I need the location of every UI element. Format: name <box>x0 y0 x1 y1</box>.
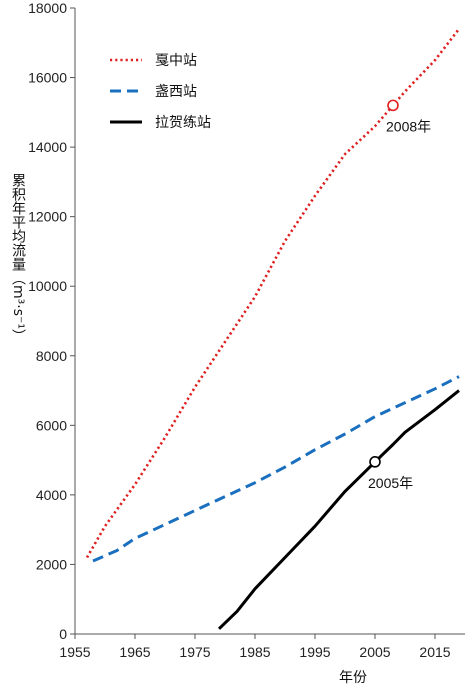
x-tick-label: 1965 <box>119 644 150 660</box>
y-tick-label: 12000 <box>28 209 67 225</box>
series-line-1 <box>85 28 461 559</box>
y-tick-label: 2000 <box>36 556 67 572</box>
y-tick-label: 4000 <box>36 487 67 503</box>
series-layer <box>85 28 461 630</box>
x-tick-label: 1975 <box>179 644 210 660</box>
x-tick-label: 2005 <box>359 644 390 660</box>
y-tick-label: 14000 <box>28 139 67 155</box>
annotation-marker <box>387 99 399 112</box>
annotation-label: 2008年 <box>386 118 431 134</box>
legend-label: 盏西站 <box>155 84 197 100</box>
series-line-3 <box>217 389 460 630</box>
y-tick-label: 6000 <box>36 417 67 433</box>
annotations: 2008年 2005年 <box>368 99 431 491</box>
y-tick-label: 0 <box>59 626 67 642</box>
x-tick-label: 2015 <box>419 644 450 660</box>
annotation-label: 2005年 <box>368 475 413 491</box>
y-tick-label: 16000 <box>28 70 67 86</box>
x-axis-title: 年份 <box>339 670 367 686</box>
y-tick-label: 10000 <box>28 278 67 294</box>
legend-label: 拉贺练站 <box>155 115 211 131</box>
y-axis-title: 累积年平均流量（m³·s⁻¹） <box>10 173 26 343</box>
y-tick-label: 8000 <box>36 348 67 364</box>
annotation-marker <box>369 456 381 468</box>
y-tick-label: 18000 <box>28 0 67 16</box>
x-tick-label: 1955 <box>59 644 90 660</box>
x-tick-label: 1985 <box>239 644 270 660</box>
series-line-2 <box>92 375 460 563</box>
x-tick-label: 1995 <box>299 644 330 660</box>
legend-label: 戛中站 <box>155 53 197 69</box>
axes: 0 2000 4000 6000 8000 10000 12000 14000 16000 180… <box>28 0 465 660</box>
